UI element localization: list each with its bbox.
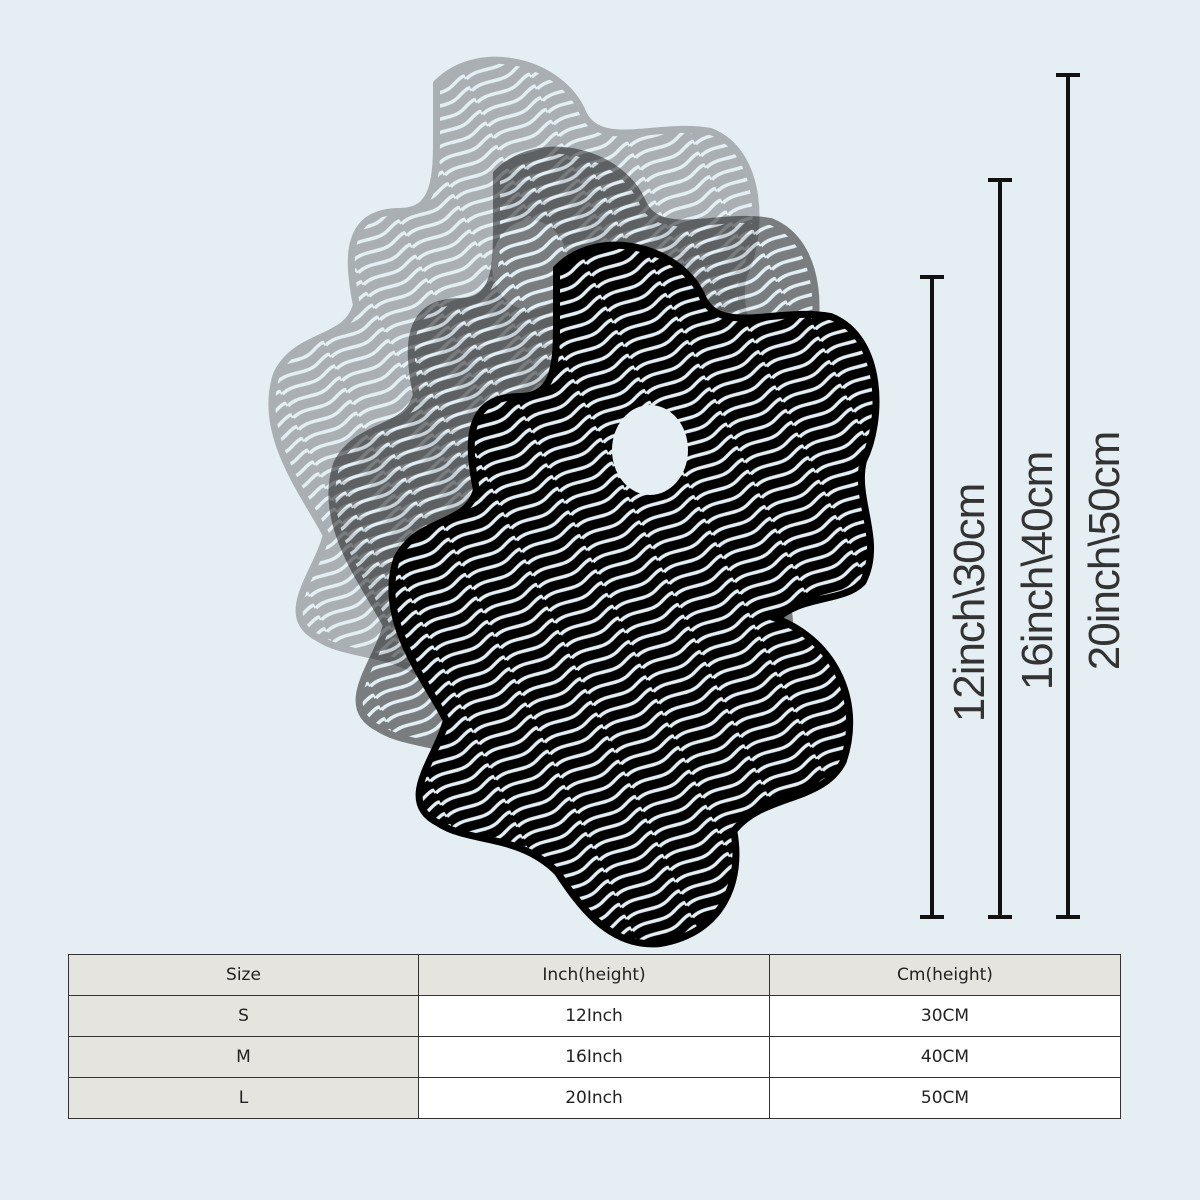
header-inch: Inch(height) [418, 954, 770, 996]
size-table: Size Inch(height) Cm(height) S 12Inch 30… [68, 954, 1121, 1119]
dimension-label-small: 12inch\30cm [945, 483, 994, 723]
header-size: Size [68, 954, 419, 996]
cell-cm: 40CM [769, 1036, 1121, 1078]
cell-size: M [68, 1036, 419, 1078]
table-header-row: Size Inch(height) Cm(height) [68, 954, 1121, 996]
dimension-label-medium: 16inch\40cm [1013, 451, 1062, 691]
header-cm: Cm(height) [769, 954, 1121, 996]
cell-size: L [68, 1077, 419, 1119]
cell-cm: 30CM [769, 995, 1121, 1037]
cell-size: S [68, 995, 419, 1037]
cell-inch: 20Inch [418, 1077, 770, 1119]
table-row: L 20Inch 50CM [68, 1077, 1121, 1119]
cell-cm: 50CM [769, 1077, 1121, 1119]
cell-inch: 12Inch [418, 995, 770, 1037]
dimension-label-large: 20inch\50cm [1080, 431, 1129, 671]
table-row: S 12Inch 30CM [68, 995, 1121, 1037]
table-row: M 16Inch 40CM [68, 1036, 1121, 1078]
cell-inch: 16Inch [418, 1036, 770, 1078]
